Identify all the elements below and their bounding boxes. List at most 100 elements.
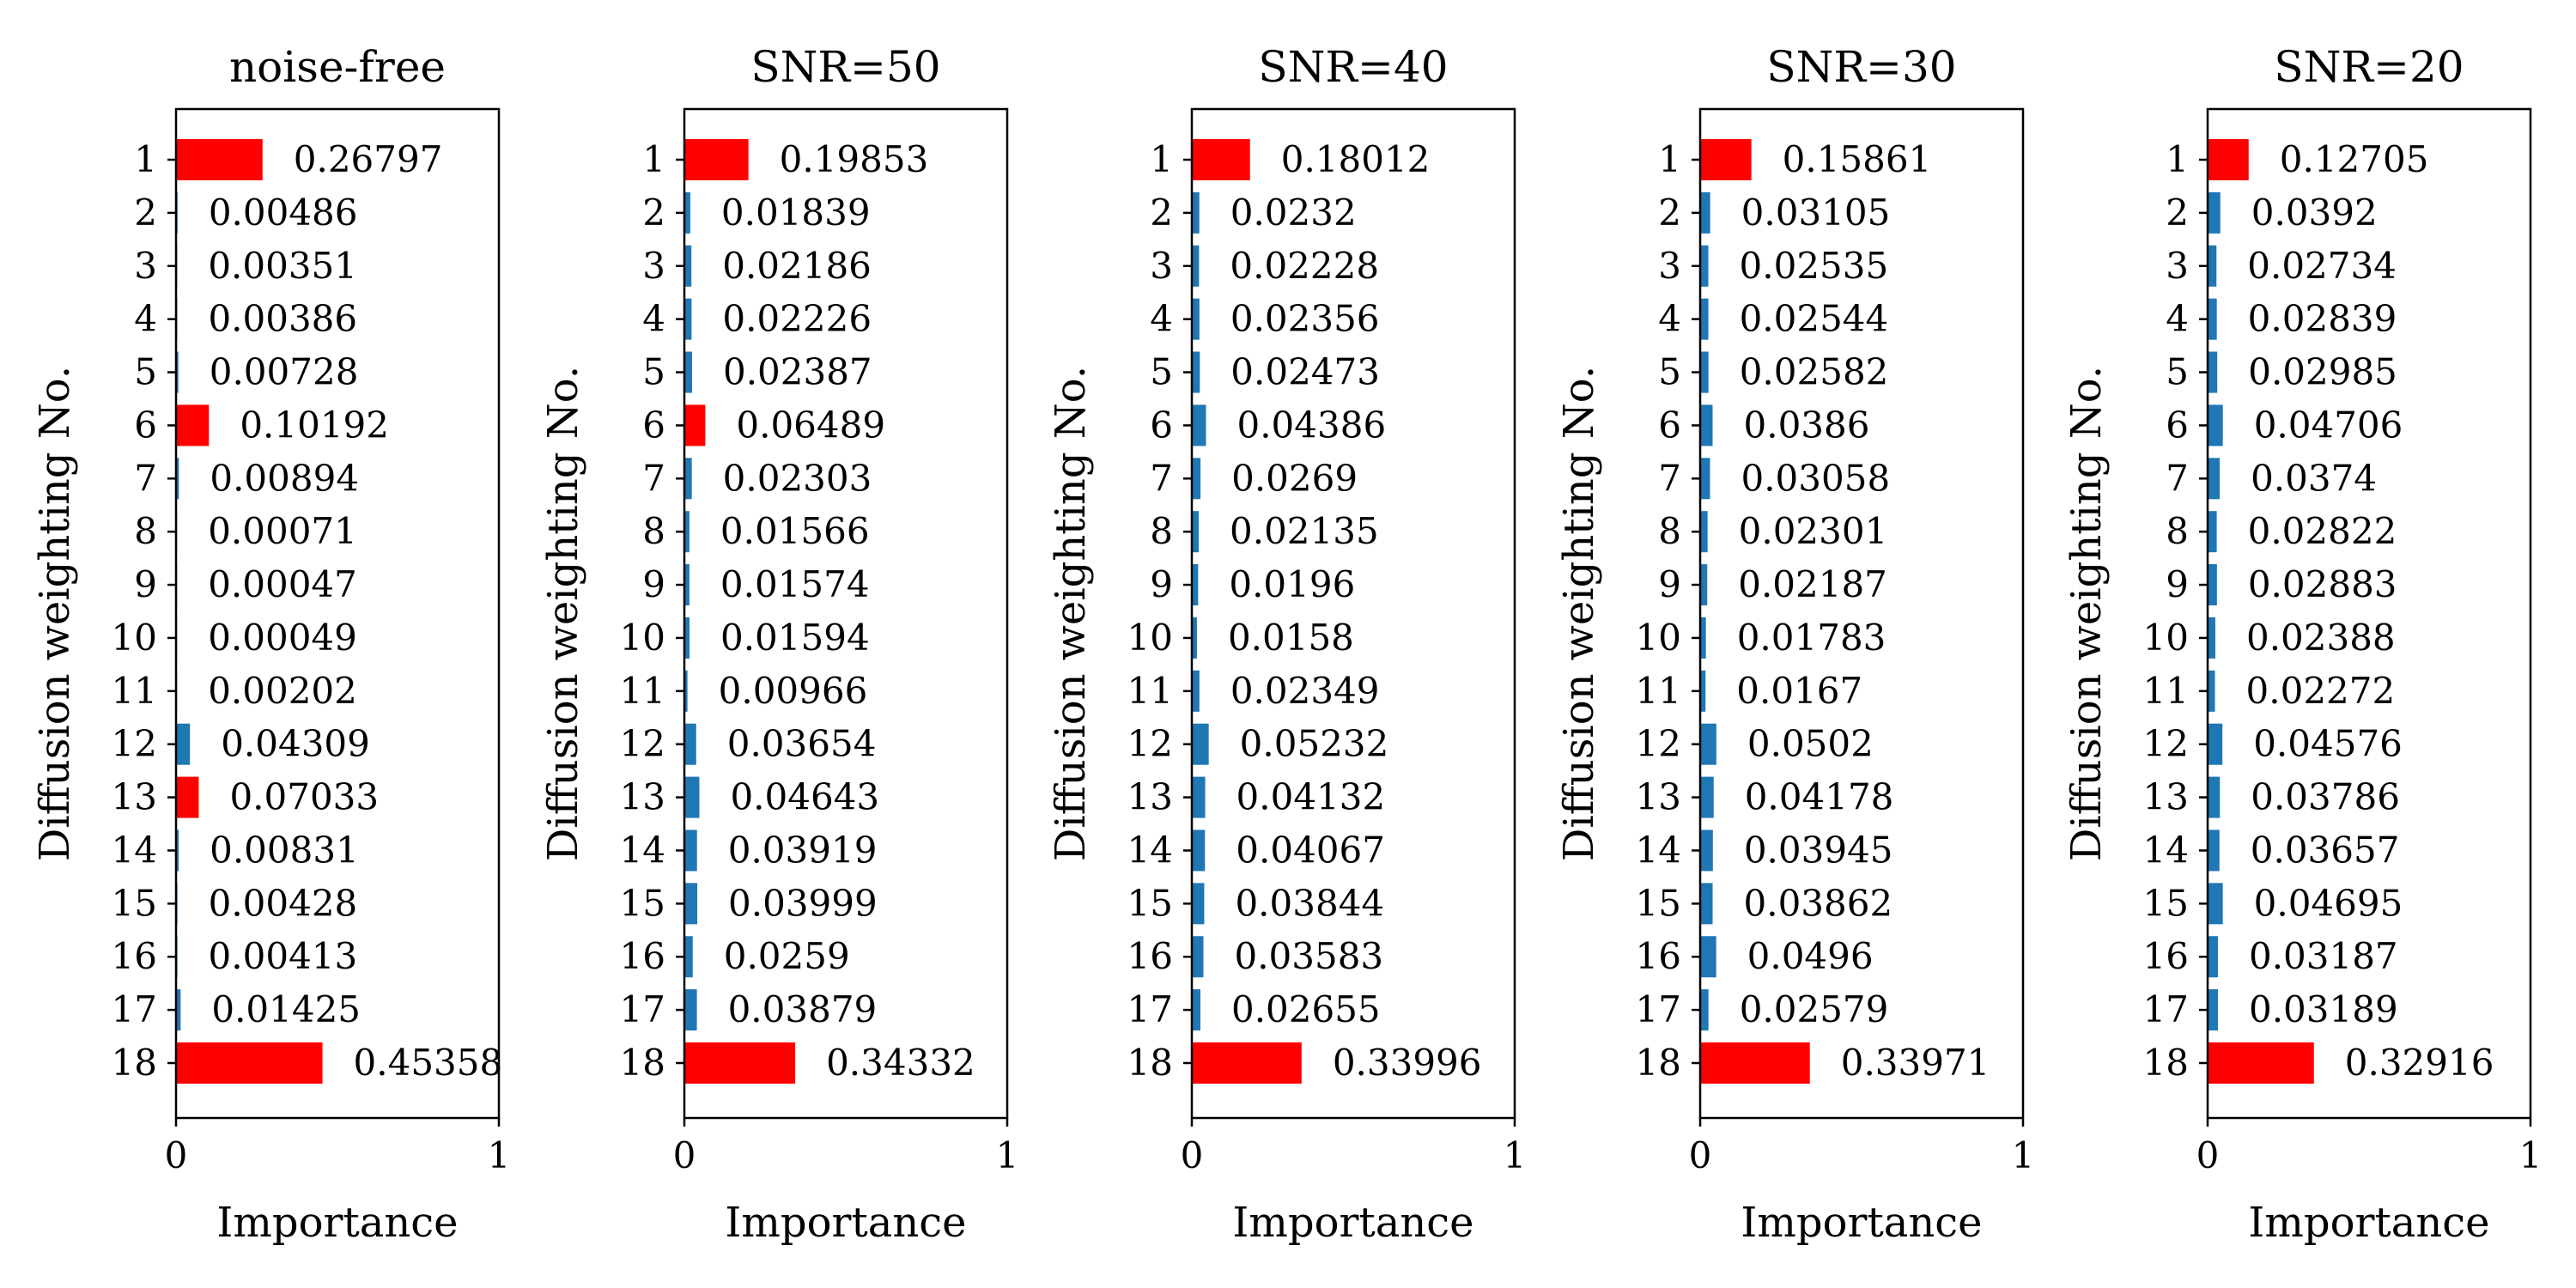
bar[interactable] — [1700, 511, 1708, 553]
bar[interactable] — [1192, 564, 1199, 606]
bar[interactable] — [1192, 458, 1201, 500]
bar[interactable] — [684, 458, 692, 500]
data-label: 0.0259 — [724, 935, 850, 977]
x-axis-label: Importance — [216, 1199, 458, 1247]
bar[interactable] — [1700, 829, 1713, 872]
bar[interactable] — [1192, 511, 1200, 553]
bar[interactable] — [1700, 776, 1714, 818]
bar[interactable] — [1192, 139, 1250, 180]
bar[interactable] — [2208, 723, 2223, 765]
bar[interactable] — [176, 351, 179, 393]
bar[interactable] — [2208, 245, 2217, 287]
bar[interactable] — [2208, 989, 2218, 1031]
bar[interactable] — [176, 1042, 323, 1084]
y-tick-label: 6 — [2166, 404, 2189, 446]
y-tick-label: 13 — [2143, 776, 2189, 818]
bar[interactable] — [176, 404, 210, 447]
bar[interactable] — [1700, 670, 1706, 712]
data-label: 0.0496 — [1747, 935, 1874, 977]
bar[interactable] — [2208, 617, 2215, 659]
bar[interactable] — [1192, 1042, 1302, 1084]
bar[interactable] — [176, 458, 179, 500]
data-label: 0.02655 — [1231, 988, 1381, 1030]
bar[interactable] — [684, 723, 696, 765]
bar[interactable] — [176, 139, 263, 180]
bar[interactable] — [1192, 191, 1200, 234]
bar[interactable] — [1192, 883, 1205, 925]
bar[interactable] — [1700, 245, 1709, 287]
bar[interactable] — [684, 617, 690, 659]
data-label: 0.02301 — [1739, 510, 1888, 552]
y-axis-label: Diffusion weighting No. — [539, 366, 587, 861]
bar[interactable] — [2208, 511, 2217, 553]
bar[interactable] — [684, 564, 690, 606]
bar[interactable] — [2208, 1042, 2314, 1084]
bar[interactable] — [684, 404, 706, 447]
y-tick-label: 11 — [1127, 670, 1173, 712]
bar[interactable] — [684, 1042, 796, 1084]
bar[interactable] — [2208, 564, 2217, 606]
bar[interactable] — [1700, 989, 1709, 1031]
bar[interactable] — [684, 139, 749, 180]
bar[interactable] — [176, 776, 199, 818]
bar[interactable] — [1700, 1042, 1810, 1084]
bar[interactable] — [684, 670, 688, 712]
bar[interactable] — [684, 511, 690, 553]
bar[interactable] — [1192, 989, 1200, 1031]
y-tick-label: 9 — [2166, 563, 2189, 605]
bar[interactable] — [2208, 458, 2221, 500]
bar[interactable] — [2208, 191, 2221, 234]
data-label: 0.34332 — [826, 1042, 975, 1084]
bar[interactable] — [1700, 936, 1716, 978]
bar[interactable] — [1700, 351, 1709, 393]
bar[interactable] — [1700, 191, 1710, 234]
bar[interactable] — [2208, 936, 2218, 978]
bar[interactable] — [684, 989, 697, 1031]
data-label: 0.33996 — [1333, 1042, 1482, 1084]
bar[interactable] — [1192, 351, 1200, 393]
y-axis-label: Diffusion weighting No. — [1555, 366, 1603, 861]
bar[interactable] — [1192, 298, 1200, 340]
data-label: 0.03862 — [1744, 882, 1893, 924]
bar[interactable] — [1700, 617, 1706, 659]
bar[interactable] — [2208, 139, 2249, 180]
bar[interactable] — [1192, 829, 1206, 872]
bar[interactable] — [684, 883, 698, 925]
bar[interactable] — [1700, 458, 1710, 500]
bar[interactable] — [1700, 723, 1716, 765]
bar[interactable] — [684, 936, 693, 978]
bar[interactable] — [176, 989, 181, 1031]
bar[interactable] — [1192, 670, 1200, 712]
bar[interactable] — [1192, 936, 1204, 978]
bar[interactable] — [684, 191, 690, 234]
bar[interactable] — [684, 829, 697, 872]
bar[interactable] — [1700, 404, 1713, 447]
y-tick-label: 13 — [1127, 776, 1173, 818]
y-tick-label: 16 — [1127, 935, 1173, 977]
bar[interactable] — [684, 298, 692, 340]
bar[interactable] — [1700, 139, 1752, 180]
y-tick-label: 4 — [1658, 298, 1681, 340]
bar[interactable] — [176, 723, 191, 765]
bar[interactable] — [1700, 883, 1713, 925]
bar[interactable] — [2208, 829, 2220, 872]
bar[interactable] — [1700, 298, 1709, 340]
bar[interactable] — [2208, 298, 2217, 340]
bar[interactable] — [1192, 245, 1200, 287]
bar[interactable] — [684, 245, 692, 287]
bar[interactable] — [684, 776, 700, 818]
bar[interactable] — [2208, 404, 2223, 447]
bar[interactable] — [2208, 670, 2215, 712]
bar[interactable] — [1192, 723, 1209, 765]
bar[interactable] — [684, 351, 692, 393]
bar[interactable] — [2208, 351, 2218, 393]
bar[interactable] — [1192, 404, 1206, 447]
bar[interactable] — [2208, 883, 2223, 925]
bar[interactable] — [1700, 564, 1708, 606]
x-tick-label: 1 — [1504, 1134, 1527, 1176]
bar[interactable] — [2208, 776, 2221, 818]
bar[interactable] — [1192, 776, 1206, 818]
bar[interactable] — [176, 829, 179, 872]
bar[interactable] — [1192, 617, 1197, 659]
y-tick-label: 1 — [642, 138, 665, 180]
